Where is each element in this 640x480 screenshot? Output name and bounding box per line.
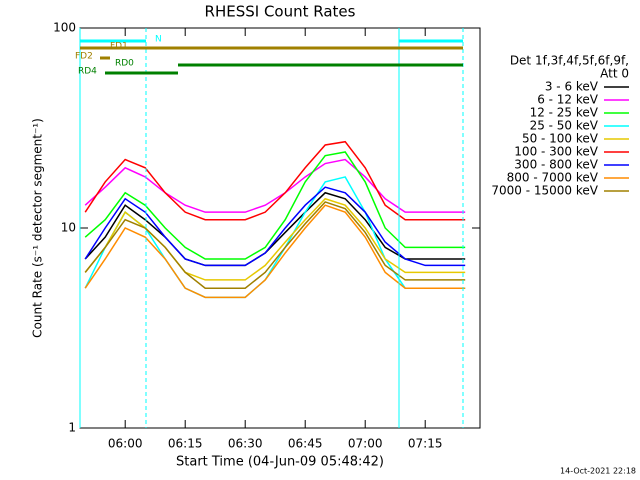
x-tick-label: 06:00 [108, 437, 143, 451]
series-line [84, 140, 466, 221]
y-axis-label: Count Rate (s⁻¹ detector segment⁻¹) [31, 118, 45, 338]
x-tick-label: 06:15 [168, 437, 203, 451]
footer: 14-Oct-2021 22:18 [560, 467, 636, 476]
series-line [84, 204, 466, 299]
series-line [84, 186, 466, 267]
y-tick-label: 10 [61, 221, 76, 235]
legend-label: 300 - 800 keV [514, 158, 598, 172]
legend-label: 12 - 25 keV [530, 106, 599, 120]
chart-title: RHESSI Count Rates [205, 3, 356, 21]
y-tick-label: 1 [68, 421, 76, 435]
flag-label: RD0 [115, 59, 134, 69]
flag-label: FD1 [110, 42, 128, 52]
legend-label: 50 - 100 keV [522, 132, 599, 146]
x-tick-label: 06:45 [288, 437, 323, 451]
series-line [84, 176, 466, 299]
series-line [84, 201, 466, 289]
series-line [84, 158, 466, 213]
flag-label: RD4 [78, 67, 97, 77]
x-axis-label: Start Time (04-Jun-09 05:48:42) [176, 455, 384, 470]
flag-label: FD2 [75, 52, 93, 62]
x-tick-label: 07:00 [348, 437, 383, 451]
y-tick-label: 100 [53, 21, 76, 35]
legend-title: Det 1f,3f,4f,5f,6f,9f, [510, 54, 629, 68]
legend-label: 7000 - 15000 keV [491, 184, 598, 198]
legend-label: 100 - 300 keV [514, 145, 598, 159]
x-tick-label: 06:30 [228, 437, 263, 451]
legend-label: 6 - 12 keV [537, 93, 599, 107]
flag-label: N [155, 35, 162, 45]
x-tick-label: 07:15 [408, 437, 443, 451]
legend-label: 3 - 6 keV [545, 80, 599, 94]
legend-label: 25 - 50 keV [530, 119, 599, 133]
legend-title: Att 0 [600, 67, 629, 81]
legend-label: 800 - 7000 keV [507, 171, 599, 185]
series-line [84, 151, 466, 260]
